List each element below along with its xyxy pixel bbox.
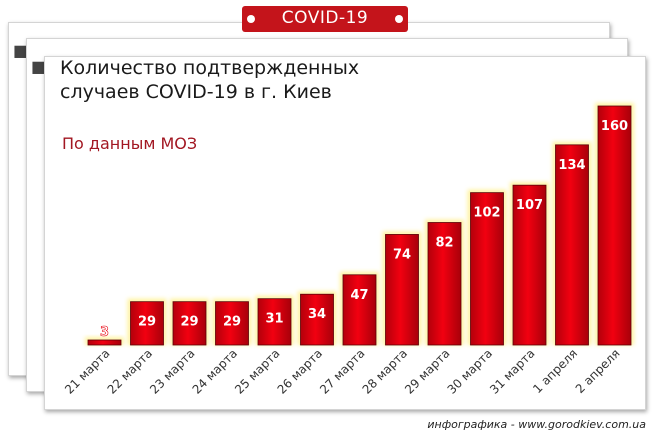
badge-label: COVID-19 [281,8,369,28]
bar [555,144,589,346]
x-tick-label: 21 марта [62,346,113,397]
x-tick-label: 29 марта [402,346,453,397]
bar [342,274,377,346]
bar [257,298,292,346]
bar [385,234,419,346]
bar-value-label: 31 [265,312,283,327]
x-tick-label: 1 апреля [530,346,580,396]
bar-value-label: 82 [435,236,453,251]
bar [427,222,462,346]
x-tick-label: 2 апреля [573,346,623,396]
x-tick-label: 23 марта [147,346,198,397]
bar [130,301,164,346]
credit-text: инфографика - www.gorodkiev.com.ua [427,418,646,431]
bar-value-label: 74 [393,247,411,262]
bar [215,301,249,346]
x-tick-label: 24 марта [190,346,241,397]
bar-value-label: 134 [558,158,585,173]
chart-title-line-2: случаев COVID-19 в г. Киев [60,81,332,103]
x-tick-label: 28 марта [360,346,411,397]
bar-value-label: 160 [601,119,628,134]
x-tick-label: 22 марта [105,346,156,397]
covid-badge: COVID-19 [242,6,408,32]
bar [470,192,504,346]
x-tick-label: 27 марта [317,346,368,397]
sheet-ghost-letter: ■ [31,57,47,76]
x-tick-label: 25 марта [232,346,283,397]
bar-value-label: 29 [180,315,198,330]
bar-value-label: 29 [138,315,156,330]
bar [597,105,632,346]
chart-title: Количество подтвержденных случаев COVID-… [60,56,400,104]
chart-title-line-1: Количество подтвержденных [60,57,360,79]
bar-value-label: 34 [308,307,326,322]
sheet-ghost-letter: ■ [13,41,29,60]
bar-value-label: 3 [100,325,109,340]
bar-value-label: 107 [516,198,543,213]
bar [300,293,334,346]
bar-value-label: 47 [350,288,368,303]
chart-subtitle: По данным МОЗ [62,134,198,153]
bar-value-label: 102 [473,206,500,221]
bar [512,184,547,346]
x-tick-label: 26 марта [275,346,326,397]
x-tick-label: 31 марта [487,346,538,397]
bar-value-label: 29 [223,315,241,330]
x-tick-label: 30 марта [445,346,496,397]
bar [87,339,122,346]
bar [172,301,207,346]
